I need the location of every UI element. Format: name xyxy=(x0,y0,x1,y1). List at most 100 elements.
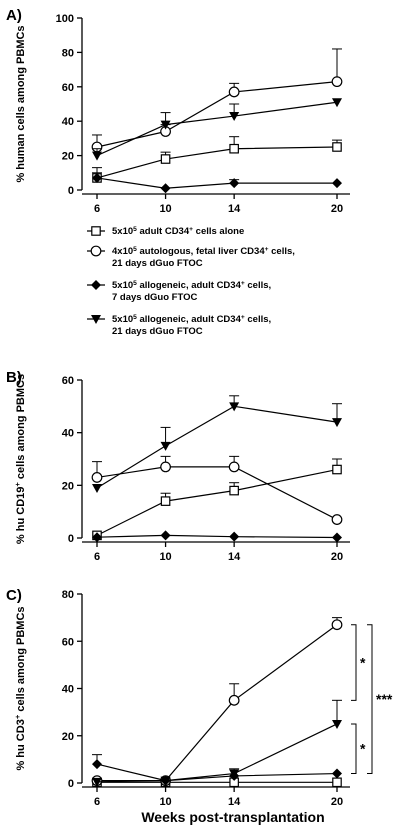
x-tick-label: 20 xyxy=(331,551,343,563)
series-line xyxy=(96,534,338,539)
x-tick-label: 10 xyxy=(159,203,171,215)
series-line xyxy=(96,81,338,148)
x-tick-label: 6 xyxy=(94,796,100,808)
data-point xyxy=(332,98,342,108)
series-triangle-down-filled xyxy=(92,395,342,493)
series-triangle-down-filled xyxy=(92,699,342,787)
data-point xyxy=(332,178,342,189)
legend-label: 5x105 adult CD34+ cells alone xyxy=(112,226,244,238)
data-point xyxy=(160,183,171,194)
data-point xyxy=(332,142,342,152)
x-tick-label: 20 xyxy=(331,203,343,215)
legend-marker xyxy=(90,245,102,257)
data-point xyxy=(92,483,102,493)
series-circle-open xyxy=(91,455,343,525)
x-tick-label: 10 xyxy=(159,796,171,808)
data-point xyxy=(160,776,171,786)
legend-item: 5x105 adult CD34+ cells alone xyxy=(87,226,244,238)
series-line xyxy=(97,624,338,782)
y-axis-title: % human cells among PBMCs xyxy=(15,25,27,182)
data-point xyxy=(332,768,342,779)
significance-label: * xyxy=(360,741,366,757)
chart-panel-3: C) 0 20 40 60 80 6 10 14 20 % hu CD3+ cells among … xyxy=(6,587,393,808)
legend: 5x105 adult CD34+ cells alone 4x105 autol… xyxy=(87,226,295,337)
legend-item: 5x105 allogeneic, adult CD34+ cells,21 d… xyxy=(87,314,271,337)
y-tick-label: 0 xyxy=(68,185,74,197)
significance-label: *** xyxy=(376,691,393,707)
data-point xyxy=(229,769,240,779)
data-point xyxy=(160,154,171,164)
significance-bracket: * xyxy=(351,624,366,701)
legend-label: 7 days dGuo FTOC xyxy=(112,292,197,303)
data-point xyxy=(160,496,171,506)
data-point xyxy=(92,777,102,787)
data-point xyxy=(160,120,171,130)
series-circle-open xyxy=(91,48,343,153)
bracket-line xyxy=(367,624,373,775)
y-tick-label: 20 xyxy=(62,151,74,163)
series-square-open xyxy=(92,777,342,788)
data-point xyxy=(332,464,342,475)
y-tick-label: 0 xyxy=(68,533,74,545)
bracket-line xyxy=(351,624,357,701)
panel-label: A) xyxy=(6,7,22,24)
legend-marker xyxy=(91,280,101,290)
y-tick-label: 0 xyxy=(68,778,74,790)
data-point xyxy=(229,112,240,122)
series-diamond-filled xyxy=(92,167,342,194)
y-tick-label: 40 xyxy=(62,684,74,696)
series-line xyxy=(96,405,338,489)
significance-label: * xyxy=(360,655,366,671)
x-tick-label: 20 xyxy=(331,796,343,808)
series-diamond-filled xyxy=(92,530,342,543)
chart-panel-1: A) 0 20 40 60 80 100 6 10 14 20 % human cells among… xyxy=(6,7,350,215)
x-tick-label: 14 xyxy=(228,551,241,563)
series-circle-open xyxy=(91,617,343,787)
chart-panel-2: B) 0 20 40 60 6 10 14 20 % hu CD19+ cells among P… xyxy=(6,369,350,563)
significance-bracket: * xyxy=(351,723,366,775)
legend-label: 21 days dGuo FTOC xyxy=(112,258,203,269)
y-tick-label: 20 xyxy=(62,731,74,743)
legend-item: 5x105 allogeneic, adult CD34+ cells,7 da… xyxy=(87,280,271,303)
series-line xyxy=(96,101,338,157)
series-line xyxy=(96,468,338,536)
data-point xyxy=(229,402,240,412)
y-tick-label: 40 xyxy=(62,116,74,128)
legend-label: 21 days dGuo FTOC xyxy=(112,326,203,337)
series-line xyxy=(96,723,338,783)
data-point xyxy=(229,178,240,189)
data-point xyxy=(332,777,342,788)
series-triangle-down-filled xyxy=(92,98,342,161)
data-point xyxy=(228,461,240,473)
data-point xyxy=(160,530,171,541)
data-point xyxy=(229,485,239,496)
y-tick-label: 60 xyxy=(62,636,74,648)
y-tick-label: 20 xyxy=(62,480,74,492)
data-point xyxy=(160,461,171,473)
series-line xyxy=(96,146,338,179)
significance-bracket: *** xyxy=(367,624,393,775)
data-point xyxy=(92,759,102,770)
panel-label: B) xyxy=(6,369,22,386)
legend-label: 4x105 autologous, fetal liver CD34+ cell… xyxy=(112,246,295,258)
x-tick-label: 14 xyxy=(228,796,241,808)
series-line xyxy=(96,466,338,521)
data-point xyxy=(332,532,342,543)
legend-item: 4x105 autologous, fetal liver CD34+ cell… xyxy=(87,245,295,269)
series-square-open xyxy=(92,458,342,541)
series-line xyxy=(96,763,338,782)
data-point xyxy=(92,151,102,161)
x-tick-label: 10 xyxy=(159,551,171,563)
y-tick-label: 40 xyxy=(62,428,74,440)
series-line xyxy=(96,177,337,189)
x-axis-title: Weeks post-transplantation xyxy=(141,809,324,825)
data-point xyxy=(331,76,343,88)
y-tick-label: 100 xyxy=(56,13,74,25)
y-tick-label: 60 xyxy=(62,82,74,94)
bracket-line xyxy=(351,723,357,775)
data-point xyxy=(229,531,240,542)
data-point xyxy=(92,532,102,543)
panel-label: C) xyxy=(6,587,22,604)
y-axis-title: % hu CD19+ cells among PBMCs xyxy=(13,374,28,544)
